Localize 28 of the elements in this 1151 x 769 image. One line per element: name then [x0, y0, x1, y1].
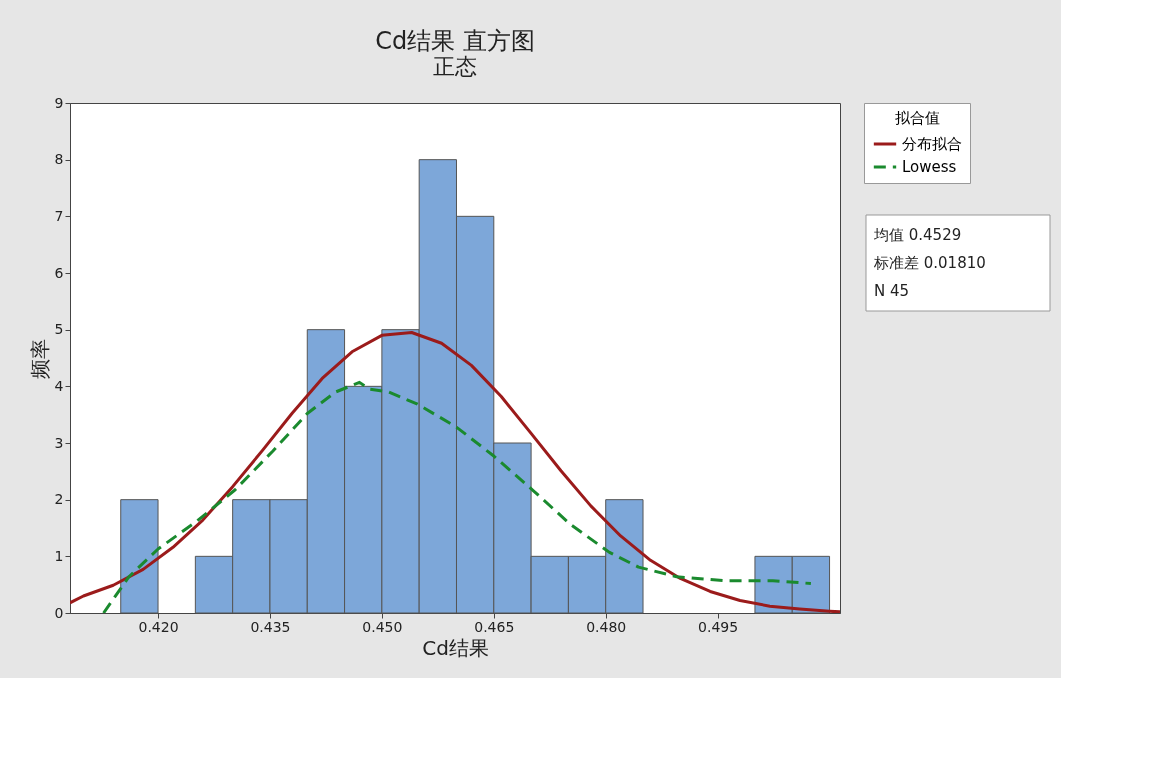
y-tick-label: 0 — [54, 604, 64, 621]
y-tick-label: 5 — [54, 321, 64, 338]
x-tick-label: 0.450 — [362, 618, 403, 635]
y-tick-label: 3 — [54, 434, 64, 451]
y-axis-title: 频率 — [27, 338, 52, 379]
y-tick-label: 9 — [54, 94, 64, 111]
legend-label: 分布拟合 — [902, 135, 962, 153]
text: 标准差 0.01810 — [873, 254, 986, 272]
y-tick-label: 8 — [54, 151, 64, 168]
text: 均值 0.4529 — [873, 226, 962, 244]
x-tick-label: 0.480 — [586, 618, 627, 635]
y-tick-label: 2 — [54, 491, 64, 508]
chart-title: Cd结果 直方图 — [375, 27, 535, 55]
y-tick-label: 4 — [54, 377, 64, 394]
x-tick-label: 0.435 — [250, 618, 291, 635]
y-tick-label: 7 — [54, 207, 64, 224]
x-tick-label: 0.420 — [138, 618, 179, 635]
text: N 45 — [874, 282, 910, 300]
x-axis-title: Cd结果 — [422, 635, 489, 660]
legend-title: 拟合值 — [894, 109, 940, 127]
line-series — [102, 380, 813, 613]
x-tick-label: 0.495 — [698, 618, 739, 635]
chart-subtitle: 正态 — [433, 54, 477, 79]
legend-label: Lowess — [902, 158, 957, 176]
line-series — [70, 331, 840, 613]
y-tick-label: 1 — [54, 547, 64, 564]
x-tick-label: 0.465 — [474, 618, 515, 635]
y-tick-label: 6 — [54, 264, 64, 281]
